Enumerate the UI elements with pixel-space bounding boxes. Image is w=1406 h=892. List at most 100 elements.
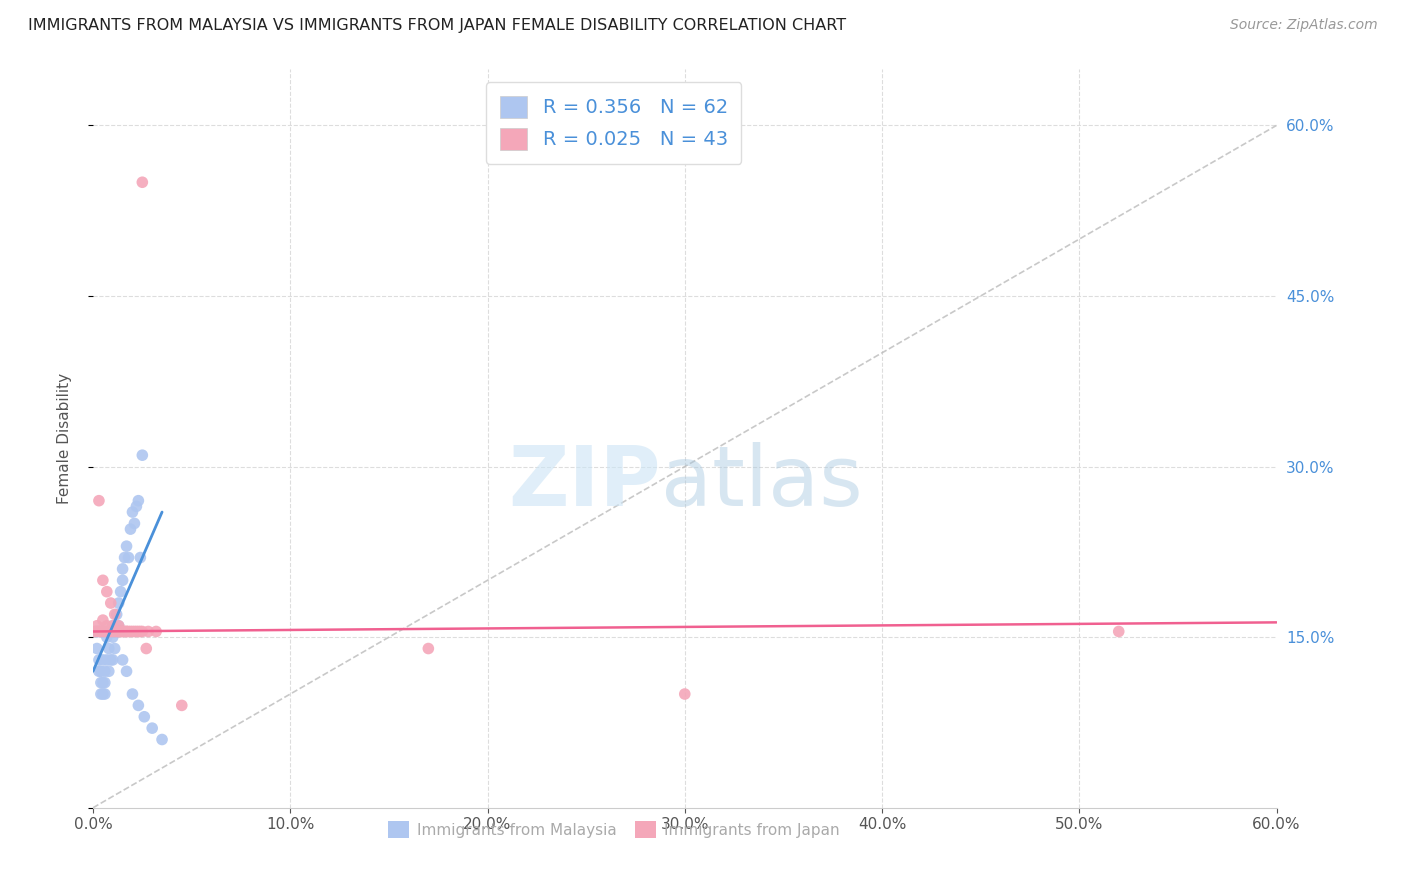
Point [86, 641, 108, 656]
Point [97, 665, 120, 679]
Point [121, 505, 143, 519]
Point [91, 574, 114, 588]
Point [96, 630, 118, 644]
Point [125, 500, 148, 514]
Point [96, 653, 118, 667]
Point [111, 624, 134, 639]
Point [100, 624, 122, 639]
Point [97, 624, 120, 639]
Y-axis label: Female Disability: Female Disability [58, 373, 72, 504]
Point [114, 550, 136, 565]
Point [104, 607, 127, 622]
Point [107, 624, 129, 639]
Point [115, 665, 138, 679]
Point [91, 624, 114, 639]
Point [94, 675, 117, 690]
Point [104, 624, 127, 639]
Point [117, 624, 139, 639]
Point [94, 624, 117, 639]
Point [91, 687, 114, 701]
Point [96, 584, 118, 599]
Point [87, 665, 110, 679]
Point [115, 539, 138, 553]
Point [90, 687, 112, 701]
Point [111, 653, 134, 667]
Point [105, 624, 128, 639]
Point [84, 624, 107, 639]
Point [87, 653, 110, 667]
Point [100, 653, 122, 667]
Point [94, 687, 117, 701]
Point [86, 624, 108, 639]
Point [104, 624, 127, 639]
Text: IMMIGRANTS FROM MALAYSIA VS IMMIGRANTS FROM JAPAN FEMALE DISABILITY CORRELATION : IMMIGRANTS FROM MALAYSIA VS IMMIGRANTS F… [28, 18, 846, 33]
Point [127, 698, 149, 713]
Point [100, 624, 122, 639]
Point [124, 624, 146, 639]
Point [107, 619, 129, 633]
Point [87, 624, 110, 639]
Point [96, 624, 118, 639]
Point [107, 624, 129, 639]
Point [84, 624, 107, 639]
Point [107, 596, 129, 610]
Point [101, 619, 124, 633]
Point [115, 624, 138, 639]
Point [110, 584, 132, 599]
Point [121, 687, 143, 701]
Point [96, 619, 118, 633]
Point [114, 624, 136, 639]
Point [97, 641, 120, 656]
Point [124, 516, 146, 531]
Point [100, 624, 122, 639]
Point [97, 624, 120, 639]
Point [91, 613, 114, 627]
Point [129, 624, 152, 639]
Point [101, 624, 124, 639]
Point [105, 624, 128, 639]
Point [141, 721, 163, 735]
Point [125, 624, 148, 639]
Point [90, 624, 112, 639]
Point [96, 624, 118, 639]
Point [97, 624, 120, 639]
Point [131, 624, 153, 639]
Point [104, 641, 127, 656]
Legend: Immigrants from Malaysia, Immigrants from Japan: Immigrants from Malaysia, Immigrants fro… [382, 814, 846, 845]
Point [135, 641, 157, 656]
Point [120, 624, 142, 639]
Point [136, 624, 159, 639]
Point [86, 619, 108, 633]
Point [111, 574, 134, 588]
Point [107, 624, 129, 639]
Point [90, 665, 112, 679]
Point [418, 641, 440, 656]
Point [121, 624, 143, 639]
Text: Source: ZipAtlas.com: Source: ZipAtlas.com [1230, 18, 1378, 32]
Point [170, 698, 193, 713]
Text: atlas: atlas [661, 442, 863, 523]
Point [105, 624, 128, 639]
Point [91, 675, 114, 690]
Point [111, 562, 134, 576]
Point [91, 624, 114, 639]
Point [129, 550, 152, 565]
Point [145, 624, 167, 639]
Point [86, 624, 108, 639]
Point [1108, 624, 1130, 639]
Point [120, 522, 142, 536]
Point [115, 624, 138, 639]
Point [150, 732, 173, 747]
Point [94, 665, 117, 679]
Point [104, 624, 127, 639]
Point [131, 175, 153, 189]
Point [110, 624, 132, 639]
Point [87, 624, 110, 639]
Point [673, 687, 696, 701]
Point [134, 710, 156, 724]
Point [87, 493, 110, 508]
Point [101, 653, 124, 667]
Point [105, 607, 128, 622]
Point [90, 624, 112, 639]
Point [101, 619, 124, 633]
